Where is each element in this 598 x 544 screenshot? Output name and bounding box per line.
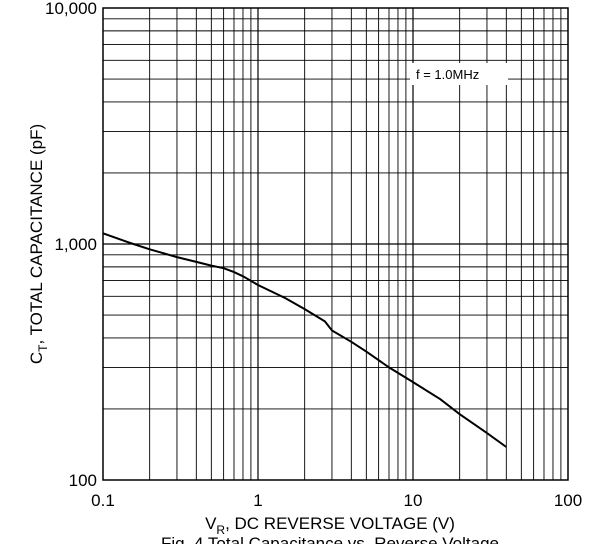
y-axis-title-rest: , TOTAL CAPACITANCE (pF) bbox=[27, 124, 46, 345]
x-tick-label: 10 bbox=[404, 491, 423, 510]
y-axis-title: CT, TOTAL CAPACITANCE (pF) bbox=[27, 124, 50, 364]
figure-caption: Fig. 4 Total Capacitance vs. Reverse Vol… bbox=[161, 534, 499, 544]
plot-frame bbox=[102, 7, 569, 481]
y-tick-label: 10,000 bbox=[45, 0, 97, 18]
y-axis-title-main: C bbox=[27, 352, 46, 364]
y-tick-label: 100 bbox=[69, 471, 97, 490]
x-axis-title: VR, DC REVERSE VOLTAGE (V) bbox=[205, 514, 455, 537]
annotation-frequency: f = 1.0MHz bbox=[416, 67, 479, 82]
x-tick-label: 0.1 bbox=[91, 491, 115, 510]
annotation-box bbox=[410, 63, 508, 85]
tick-labels: 0.1 1 10 100 100 1,000 10,000 bbox=[45, 0, 582, 510]
x-axis-title-main: V bbox=[205, 514, 217, 533]
x-axis-title-rest: , DC REVERSE VOLTAGE (V) bbox=[225, 514, 455, 533]
x-tick-label: 100 bbox=[554, 491, 582, 510]
y-axis-title-sub: T bbox=[36, 344, 50, 352]
y-tick-label: 1,000 bbox=[54, 235, 97, 254]
series-line-capacitance bbox=[102, 232, 507, 448]
x-axis-title-sub: R bbox=[216, 523, 225, 537]
x-tick-label: 1 bbox=[253, 491, 262, 510]
